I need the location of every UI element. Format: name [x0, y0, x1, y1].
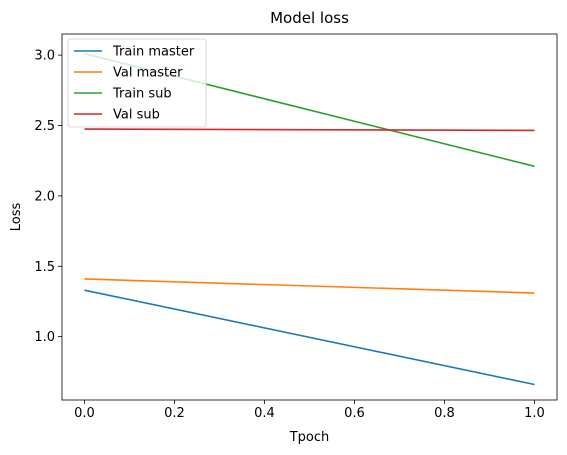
series-line-0 — [84, 289, 535, 386]
x-tick-label: 0.8 — [434, 406, 455, 421]
y-tick-label: 3.0 — [34, 49, 55, 64]
axes-frame — [61, 33, 558, 401]
x-tick-label: 0.0 — [74, 406, 95, 421]
x-axis-ticks: 0.0 0.2 0.4 0.6 0.8 1.0 — [74, 400, 545, 421]
legend-label: Val master — [113, 66, 183, 81]
legend-label: Val sub — [113, 108, 160, 123]
series-line-3 — [84, 128, 535, 132]
y-axis-label: Loss — [9, 203, 24, 232]
legend-label: Train sub — [112, 87, 172, 102]
x-tick-label: 1.0 — [524, 406, 545, 421]
x-tick-label: 0.6 — [344, 406, 365, 421]
y-tick-label: 2.0 — [34, 189, 55, 204]
series-line-1 — [84, 278, 535, 294]
x-tick-label: 0.4 — [254, 406, 275, 421]
y-axis-ticks: 1.0 1.5 2.0 2.5 3.0 — [34, 49, 62, 345]
chart-title: Model loss — [270, 9, 349, 27]
y-tick-label: 2.5 — [34, 119, 55, 134]
x-axis-label: Tpoch — [289, 430, 330, 445]
legend-box — [67, 38, 207, 128]
legend-label: Train master — [112, 45, 195, 60]
x-tick-label: 0.2 — [164, 406, 185, 421]
legend: Train master Val master Train sub Val sub — [67, 38, 207, 128]
y-tick-label: 1.5 — [34, 260, 55, 275]
y-tick-label: 1.0 — [34, 330, 55, 345]
